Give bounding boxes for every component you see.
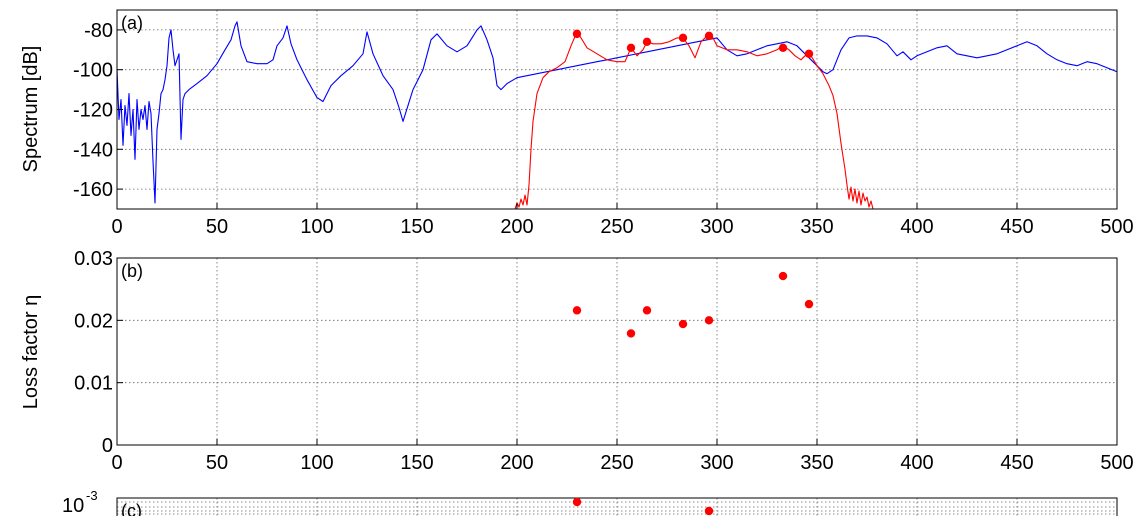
panel-b-xtick-label: 250 (600, 452, 633, 474)
panel-b-point (626, 329, 636, 338)
panel-a-xtick-label: 350 (800, 216, 833, 238)
panel-a-grid (117, 10, 1117, 209)
panel-b-ytick-label: 0.02 (74, 310, 113, 332)
panel-a-ticks: 0 50 100 150 200 250 300 350 400 450 500 -80 -100 -12… (73, 20, 1134, 238)
panel-c-frame (116, 497, 1118, 516)
panel-b-xtick-label: 350 (800, 452, 833, 474)
panel-a-xtick-label: 250 (600, 216, 633, 238)
panel-b-xtick-label: 50 (206, 452, 228, 474)
panel-c-point (704, 506, 714, 516)
panel-b-ylabel: Loss factor η (20, 295, 42, 410)
panel-c-label: (c) (121, 501, 142, 516)
panel-b-xtick-label: 0 (111, 452, 122, 474)
panel-a-point (678, 33, 688, 43)
panel-c-grid (117, 498, 1117, 516)
panel-a-xtick-label: 150 (400, 216, 433, 238)
panel-a-spectrum: 0 50 100 150 200 250 300 350 400 450 500 -80 -100 -12… (20, 9, 1134, 238)
panel-c-ytick-exponent: -3 (86, 488, 98, 503)
panel-b-ticks: 0 50 100 150 200 250 300 350 400 450 500 0 0.01 0.02 0… (74, 248, 1134, 474)
panel-a-ytick-label: -160 (73, 179, 113, 201)
panel-a-xtick-label: 450 (1000, 216, 1033, 238)
panel-c-point (572, 497, 582, 507)
panel-b-ytick-label: 0.01 (74, 373, 113, 395)
panel-b-xtick-label: 450 (1000, 452, 1033, 474)
panel-b-xtick-label: 300 (700, 452, 733, 474)
panel-a-xtick-label: 500 (1100, 216, 1133, 238)
panel-c-ytick-label: 10 (62, 495, 84, 516)
panel-a-xtick-label: 50 (206, 216, 228, 238)
panel-b-xtick-label: 200 (500, 452, 533, 474)
panel-b-xtick-label: 500 (1100, 452, 1133, 474)
panel-a-point (778, 43, 788, 53)
panel-a-point (804, 49, 814, 58)
panel-b-xtick-label: 150 (400, 452, 433, 474)
panel-a-ytick-label: -120 (73, 100, 113, 122)
panel-a-xtick-label: 0 (111, 216, 122, 238)
panel-b-point (804, 299, 814, 309)
panel-c: (c) 10 -3 (62, 488, 1118, 516)
panel-a-ylabel: Spectrum [dB] (20, 46, 42, 173)
panel-a-series-line-1 (514, 31, 877, 210)
panel-b-point (704, 316, 714, 325)
panel-a-series (116, 21, 1118, 210)
panel-b-xtick-label: 400 (900, 452, 933, 474)
panel-c-series (572, 497, 714, 516)
panel-a-ytick-label: -100 (73, 60, 113, 82)
panel-a-ytick-label: -80 (84, 20, 113, 42)
panel-a-point (572, 29, 582, 39)
panel-b-label: (b) (121, 261, 143, 281)
panel-a-series-line-0 (116, 21, 1118, 204)
panel-b-xtick-label: 100 (300, 452, 333, 474)
panel-a-xtick-label: 200 (500, 216, 533, 238)
panel-b-point (678, 319, 688, 329)
panel-a-xtick-label: 300 (700, 216, 733, 238)
panel-b-point (642, 306, 652, 315)
panel-b-point (572, 306, 582, 315)
panel-b-grid (117, 258, 1117, 445)
panel-b-ytick-label: 0.03 (74, 248, 113, 270)
panel-a-ytick-label: -140 (73, 139, 113, 161)
panel-a-label: (a) (121, 13, 143, 33)
panel-a-point (626, 43, 636, 53)
panel-a-point (704, 31, 714, 41)
panel-b-loss-factor: 0 50 100 150 200 250 300 350 400 450 500 0 0.01 0.02 0… (20, 248, 1134, 474)
panel-b-ytick-label: 0 (102, 435, 113, 457)
panel-b-series (572, 271, 814, 338)
panel-a-point (642, 37, 652, 47)
panel-a-xtick-label: 400 (900, 216, 933, 238)
panel-b-point (778, 271, 788, 281)
panel-a-xtick-label: 100 (300, 216, 333, 238)
